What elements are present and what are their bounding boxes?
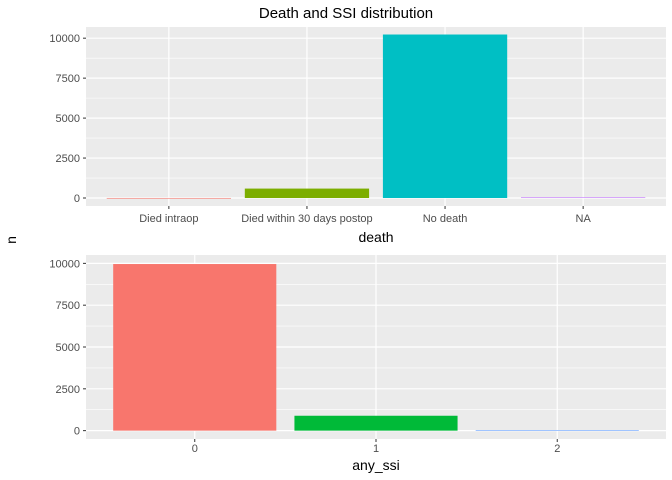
plot-background — [86, 27, 666, 206]
x-tick-label: 0 — [192, 443, 198, 455]
panel-any-ssi: 0 2500 5000 7500 10000 0 1 2 any_ssi — [49, 255, 666, 473]
bar — [113, 264, 277, 431]
bar — [521, 197, 646, 199]
x-tick-label: Died within 30 days postop — [241, 213, 372, 225]
y-tick-label: 0 — [74, 193, 80, 205]
bar — [244, 188, 370, 199]
x-tick-label: Died intraop — [139, 213, 198, 225]
y-tick-label: 10000 — [49, 33, 80, 45]
y-tick-label: 5000 — [56, 113, 80, 125]
x-tick-label: NA — [576, 213, 592, 225]
x-tick-label: 1 — [373, 443, 379, 455]
y-tick-label: 7500 — [56, 300, 80, 312]
bar — [475, 430, 639, 431]
x-tick-label: No death — [423, 213, 468, 225]
bar — [294, 415, 458, 431]
x-axis-title: death — [358, 229, 393, 245]
y-tick-label: 7500 — [56, 73, 80, 85]
shared-y-axis-title: n — [3, 236, 19, 244]
y-tick-label: 2500 — [56, 384, 80, 396]
y-tick-label: 2500 — [56, 153, 80, 165]
y-tick-label: 10000 — [49, 258, 80, 270]
bar — [382, 34, 508, 199]
y-tick-label: 0 — [74, 426, 80, 438]
chart-title: Death and SSI distribution — [259, 5, 433, 22]
x-axis-title: any_ssi — [352, 457, 399, 473]
x-tick-label: 2 — [554, 443, 560, 455]
y-tick-label: 5000 — [56, 342, 80, 354]
bar — [106, 197, 231, 199]
panel-death: 0 2500 5000 7500 10000 Died intraop Died withi… — [49, 27, 666, 245]
